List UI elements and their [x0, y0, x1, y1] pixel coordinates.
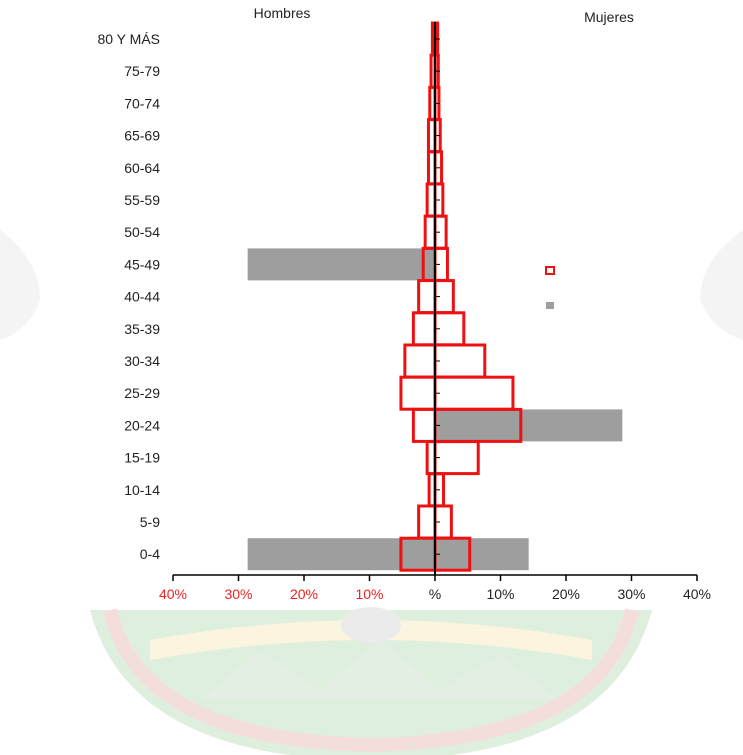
x-axis — [172, 22, 698, 581]
category-label: 70-74 — [124, 95, 160, 111]
category-label: 55-59 — [124, 192, 160, 208]
category-labels: 80 Y MÁS 75-79 70-74 65-69 60-64 55-59 50-54 45… — [97, 31, 160, 562]
x-tick-label: 10% — [355, 586, 383, 602]
bar-outline-male-8 — [417, 279, 437, 315]
category-label: 75-79 — [124, 63, 160, 79]
category-label: 20-24 — [124, 417, 160, 433]
header-mujeres: Mujeres — [584, 9, 634, 25]
category-label: 60-64 — [124, 160, 160, 176]
x-tick-label: 30% — [617, 586, 645, 602]
bar-outline-male-10 — [403, 343, 437, 379]
x-tick-label: % — [429, 586, 441, 602]
bar-outline-female-11 — [433, 375, 515, 411]
category-label: 10-14 — [124, 482, 160, 498]
x-tick-label: 10% — [486, 586, 514, 602]
category-label: 5-9 — [140, 514, 160, 530]
x-tick-labels: 40% 30% 20% 10%% 10% 20% 30% 40% — [159, 586, 711, 602]
bar-outline-male-11 — [399, 375, 437, 411]
legend — [545, 266, 555, 309]
bar-filled-male-7 — [247, 248, 435, 281]
category-label: 35-39 — [124, 321, 160, 337]
outline-bars — [399, 21, 523, 572]
category-label: 30-34 — [124, 353, 160, 369]
bar-outline-female-13 — [433, 440, 480, 476]
category-label: 50-54 — [124, 224, 160, 240]
bar-filled-female-12 — [435, 409, 623, 442]
category-label: 80 Y MÁS — [97, 31, 160, 47]
category-label: 15-19 — [124, 450, 160, 466]
x-tick-label: 40% — [159, 586, 187, 602]
bar-outline-male-9 — [411, 311, 437, 347]
x-tick-label: 30% — [224, 586, 252, 602]
category-label: 0-4 — [140, 546, 160, 562]
bar-outline-male-12 — [411, 407, 437, 443]
bar-outline-male-15 — [417, 504, 437, 540]
category-label: 45-49 — [124, 256, 160, 272]
filled-bars — [247, 248, 623, 571]
x-tick-label: 20% — [552, 586, 580, 602]
category-label: 65-69 — [124, 128, 160, 144]
legend-key-outline — [545, 266, 555, 275]
legend-key-filled — [546, 302, 554, 309]
bar-filled-female-16 — [435, 538, 529, 571]
category-label: 40-44 — [124, 289, 160, 305]
bar-outline-female-10 — [433, 343, 487, 379]
x-tick-label: 40% — [683, 586, 711, 602]
header-hombres: Hombres — [254, 5, 311, 21]
category-label: 25-29 — [124, 385, 160, 401]
bar-filled-male-16 — [247, 538, 435, 571]
x-tick-label: 20% — [290, 586, 318, 602]
